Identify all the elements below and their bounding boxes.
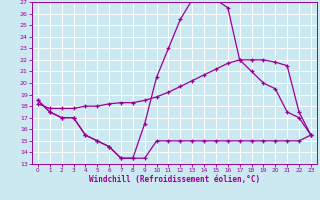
- X-axis label: Windchill (Refroidissement éolien,°C): Windchill (Refroidissement éolien,°C): [89, 175, 260, 184]
